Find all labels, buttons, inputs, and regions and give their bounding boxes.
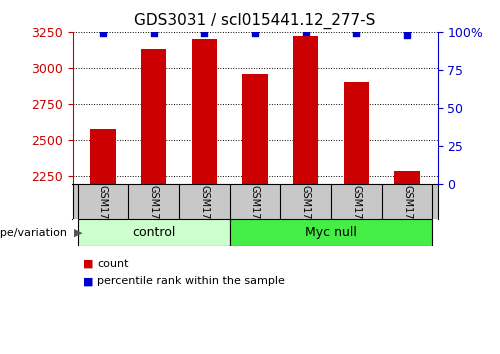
Point (150, 30, 158, 36)
Bar (90, 130, 116, 184)
Text: GSM172476: GSM172476 (148, 185, 158, 244)
Title: GDS3031 / scl015441.12_277-S: GDS3031 / scl015441.12_277-S (134, 13, 376, 29)
Point (251, 30, 259, 36)
Bar (230, 219, 432, 246)
Text: GSM172481: GSM172481 (402, 185, 412, 244)
Bar (141, 49, 167, 184)
Point (352, 30, 360, 36)
Text: percentile rank within the sample: percentile rank within the sample (98, 276, 286, 286)
Bar (192, 39, 217, 184)
Point (200, 30, 208, 36)
Text: GSM172475: GSM172475 (98, 185, 108, 244)
Bar (293, 36, 318, 184)
Bar (344, 82, 369, 184)
Point (99, 30, 107, 36)
Text: GSM172478: GSM172478 (250, 185, 260, 244)
Point (403, 32, 411, 38)
Text: genotype/variation: genotype/variation (0, 228, 68, 238)
Text: count: count (98, 259, 129, 269)
Text: ■: ■ (82, 259, 93, 269)
Text: GSM172480: GSM172480 (352, 185, 362, 244)
Text: control: control (132, 226, 176, 239)
Point (302, 29, 310, 35)
Bar (242, 74, 268, 184)
Text: GSM172479: GSM172479 (300, 185, 310, 244)
Text: GSM172477: GSM172477 (200, 185, 209, 244)
Bar (394, 171, 420, 184)
Text: ■: ■ (82, 276, 93, 286)
Bar (78, 219, 230, 246)
Text: ▶: ▶ (74, 228, 82, 238)
Text: Myc null: Myc null (305, 226, 357, 239)
